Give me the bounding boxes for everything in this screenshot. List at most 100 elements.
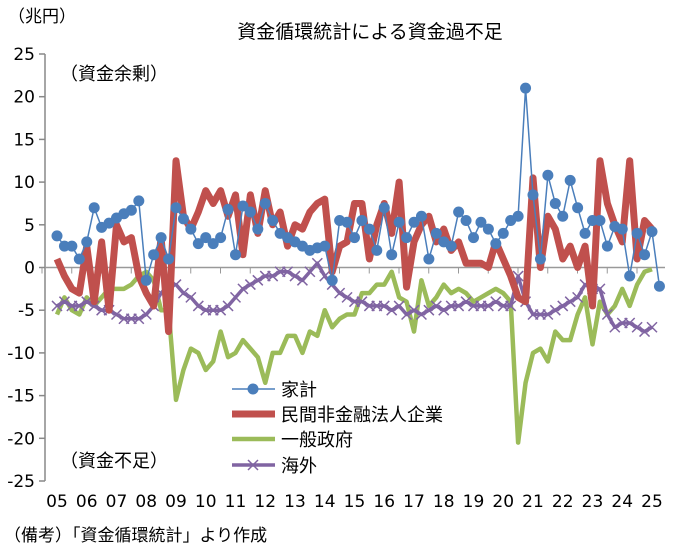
x-tick-label: 23 <box>582 492 604 512</box>
x-tick-label: 06 <box>76 492 98 512</box>
data-point <box>415 308 427 321</box>
legend-marker <box>247 383 259 395</box>
y-tick-label: -20 <box>7 429 35 449</box>
x-tick-label: 25 <box>641 492 663 512</box>
data-point <box>237 200 249 212</box>
legend-label: 民間非金融法人企業 <box>281 405 443 426</box>
data-point <box>192 300 204 312</box>
x-tick-label: 21 <box>522 492 544 512</box>
data-point <box>564 174 576 186</box>
data-point <box>475 216 487 228</box>
data-point <box>646 226 658 238</box>
data-point <box>639 249 651 261</box>
data-point <box>252 223 264 235</box>
data-point <box>244 206 256 218</box>
data-point <box>386 249 398 261</box>
y-tick-label: 5 <box>24 216 35 236</box>
data-point <box>51 300 63 312</box>
data-point <box>356 296 368 308</box>
y-tick-label: -15 <box>7 387 35 407</box>
data-point <box>215 232 227 244</box>
data-point <box>512 210 524 222</box>
data-point <box>259 197 271 209</box>
data-point <box>282 266 294 278</box>
data-point <box>601 240 613 252</box>
data-point <box>304 266 316 278</box>
data-point <box>185 223 197 235</box>
data-point <box>88 202 100 214</box>
data-point <box>311 257 323 269</box>
data-point <box>542 308 554 321</box>
series-group <box>51 82 665 445</box>
data-point <box>125 204 137 216</box>
x-tick-label: 14 <box>314 492 336 512</box>
x-tick-label: 15 <box>344 492 366 512</box>
x-tick-label: 17 <box>403 492 425 512</box>
series-line <box>53 157 655 336</box>
x-tick-label: 20 <box>492 492 514 512</box>
data-point <box>192 238 204 250</box>
y-axis: 25 20 15 10 5 0 -5 -10 -15 -20 -25 <box>7 45 46 492</box>
data-point <box>490 238 502 250</box>
data-point <box>393 300 405 312</box>
data-point <box>542 169 554 181</box>
x-tick-label: 10 <box>195 492 217 512</box>
data-point <box>140 274 152 286</box>
data-point <box>616 223 628 235</box>
data-point <box>401 232 413 244</box>
data-point <box>408 304 420 316</box>
y-tick-label: 20 <box>13 88 35 108</box>
data-point <box>423 253 435 265</box>
data-point <box>296 274 308 286</box>
data-point <box>140 308 152 321</box>
data-point <box>163 253 175 265</box>
data-point <box>215 304 227 316</box>
data-point <box>81 236 93 248</box>
data-point <box>393 216 405 228</box>
y-tick-label: -5 <box>18 301 35 321</box>
data-point <box>386 304 398 316</box>
data-point <box>177 287 189 299</box>
x-tick-label: 05 <box>46 492 68 512</box>
x-axis: 05 06 07 08 09 10 11 12 13 14 15 16 17 18 19 20 21 22 23 24… <box>41 266 665 512</box>
x-tick-label: 18 <box>433 492 455 512</box>
data-point <box>267 270 279 282</box>
source-note: （備考）「資金循環統計」より作成 <box>4 526 267 546</box>
deficit-annotation: （資金不足） <box>60 451 168 472</box>
data-point <box>185 291 197 303</box>
data-point <box>572 202 584 214</box>
data-point <box>505 300 517 312</box>
data-point <box>170 202 182 214</box>
legend-label: 一般政府 <box>281 430 353 451</box>
data-point <box>453 300 465 312</box>
data-point <box>222 203 234 215</box>
data-point <box>401 308 413 321</box>
surplus-annotation: （資金余剰） <box>60 64 168 85</box>
x-tick-label: 12 <box>254 492 276 512</box>
data-point <box>289 270 301 282</box>
data-point <box>207 238 219 250</box>
data-point <box>453 206 465 218</box>
data-point <box>363 223 375 235</box>
data-point <box>601 308 613 321</box>
x-tick-label: 19 <box>463 492 485 512</box>
chart-title: 資金循環統計による資金過不足 <box>237 21 502 43</box>
y-tick-label: -25 <box>7 472 35 492</box>
x-tick-label: 09 <box>165 492 187 512</box>
data-point <box>244 279 256 291</box>
data-point <box>177 213 189 225</box>
x-tick-label: 24 <box>611 492 633 512</box>
x-tick-label: 11 <box>225 492 247 512</box>
data-point <box>155 232 167 244</box>
data-point <box>482 300 494 312</box>
data-point <box>534 253 546 265</box>
data-point <box>252 274 264 286</box>
data-point <box>230 249 241 261</box>
data-point <box>378 300 390 312</box>
data-point <box>51 230 63 242</box>
x-tick-label: 22 <box>552 492 574 512</box>
data-point <box>81 296 93 308</box>
x-tick-label: 07 <box>106 492 128 512</box>
data-point <box>200 232 212 244</box>
